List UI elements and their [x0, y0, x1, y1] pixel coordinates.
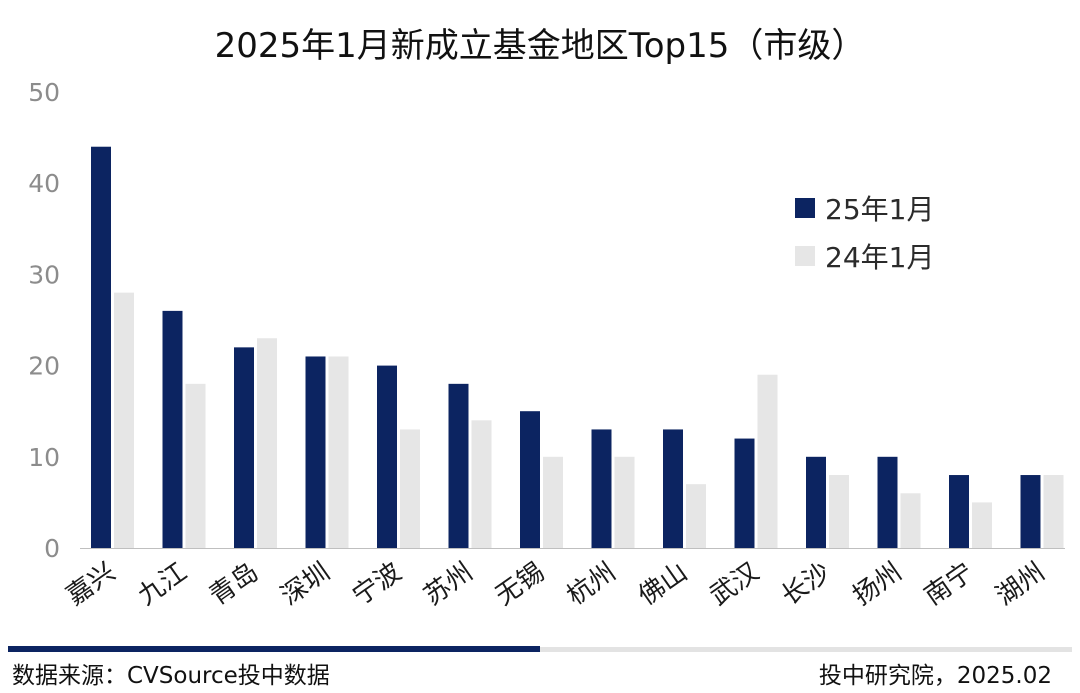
x-tick-label: 长沙	[776, 557, 836, 611]
footer-divider-light	[540, 647, 1072, 652]
footer-divider-dark	[8, 646, 540, 652]
x-tick-label: 杭州	[562, 557, 622, 611]
y-tick-label: 30	[28, 260, 60, 289]
y-tick-label: 0	[44, 534, 60, 563]
bar-2024	[185, 383, 206, 548]
x-tick-label: 苏州	[419, 557, 479, 611]
credit-line: 投中研究院，2025.02	[818, 663, 1052, 689]
x-tick-label: 宁波	[347, 557, 407, 611]
legend-label-2024: 24年1月	[825, 241, 935, 274]
bar-2024	[114, 292, 134, 548]
x-tick-label: 佛山	[633, 557, 693, 611]
x-tick-label: 武汉	[705, 557, 765, 611]
bar-2024	[471, 420, 492, 548]
bar-2024	[757, 374, 778, 548]
bar-2025	[520, 411, 540, 548]
bar-2024	[257, 338, 277, 548]
x-tick-label: 九江	[133, 557, 193, 611]
x-tick-label: 湖州	[991, 557, 1051, 611]
bar-chart: 0 10 20 30 40 50 嘉兴 九江 青岛 深圳 宁波 苏州 无锡 杭州 佛山 武汉 长沙 扬州 南宁 湖州	[28, 78, 1065, 612]
legend-swatch-2025	[795, 198, 815, 218]
bar-2025	[91, 146, 111, 548]
y-tick-label: 10	[28, 443, 60, 472]
bar-2025	[305, 356, 326, 548]
x-tick-label: 扬州	[848, 557, 908, 611]
bar-2024	[900, 493, 921, 548]
bar-2025	[877, 456, 898, 548]
legend-item-2024: 24年1月	[795, 232, 934, 280]
bar-2024	[543, 456, 563, 548]
bar-2025	[162, 310, 183, 548]
bar-2024	[614, 456, 635, 548]
chart-title: 2025年1月新成立基金地区Top15（市级）	[214, 26, 866, 66]
legend-swatch-2024	[795, 246, 815, 266]
legend: 25年1月 24年1月	[795, 184, 934, 280]
bar-2025	[377, 365, 397, 548]
bar-2025	[734, 438, 755, 548]
bar-2025	[234, 347, 254, 548]
legend-item-2025: 25年1月	[795, 184, 934, 232]
bar-2025	[949, 475, 969, 548]
bar-2024	[400, 429, 420, 548]
data-source: 数据来源：CVSource投中数据	[12, 663, 330, 689]
x-tick-label: 南宁	[919, 557, 979, 611]
bar-2025	[806, 456, 826, 548]
bar-2025	[448, 383, 469, 548]
x-tick-label: 无锡	[490, 557, 550, 611]
x-tick-label: 青岛	[204, 557, 264, 611]
bar-2024	[1043, 475, 1064, 548]
legend-label-2025: 25年1月	[825, 193, 935, 226]
bar-2025	[591, 429, 612, 548]
x-tick-label: 嘉兴	[61, 557, 121, 611]
bar-2025	[663, 429, 683, 548]
y-tick-label: 40	[28, 169, 60, 198]
bar-2024	[686, 484, 706, 548]
bar-2024	[328, 356, 349, 548]
x-tick-label: 深圳	[276, 557, 336, 611]
y-tick-label: 50	[28, 78, 60, 107]
bar-2025	[1020, 475, 1041, 548]
y-tick-label: 20	[28, 352, 60, 381]
bar-2024	[972, 502, 992, 548]
bar-2024	[829, 475, 849, 548]
